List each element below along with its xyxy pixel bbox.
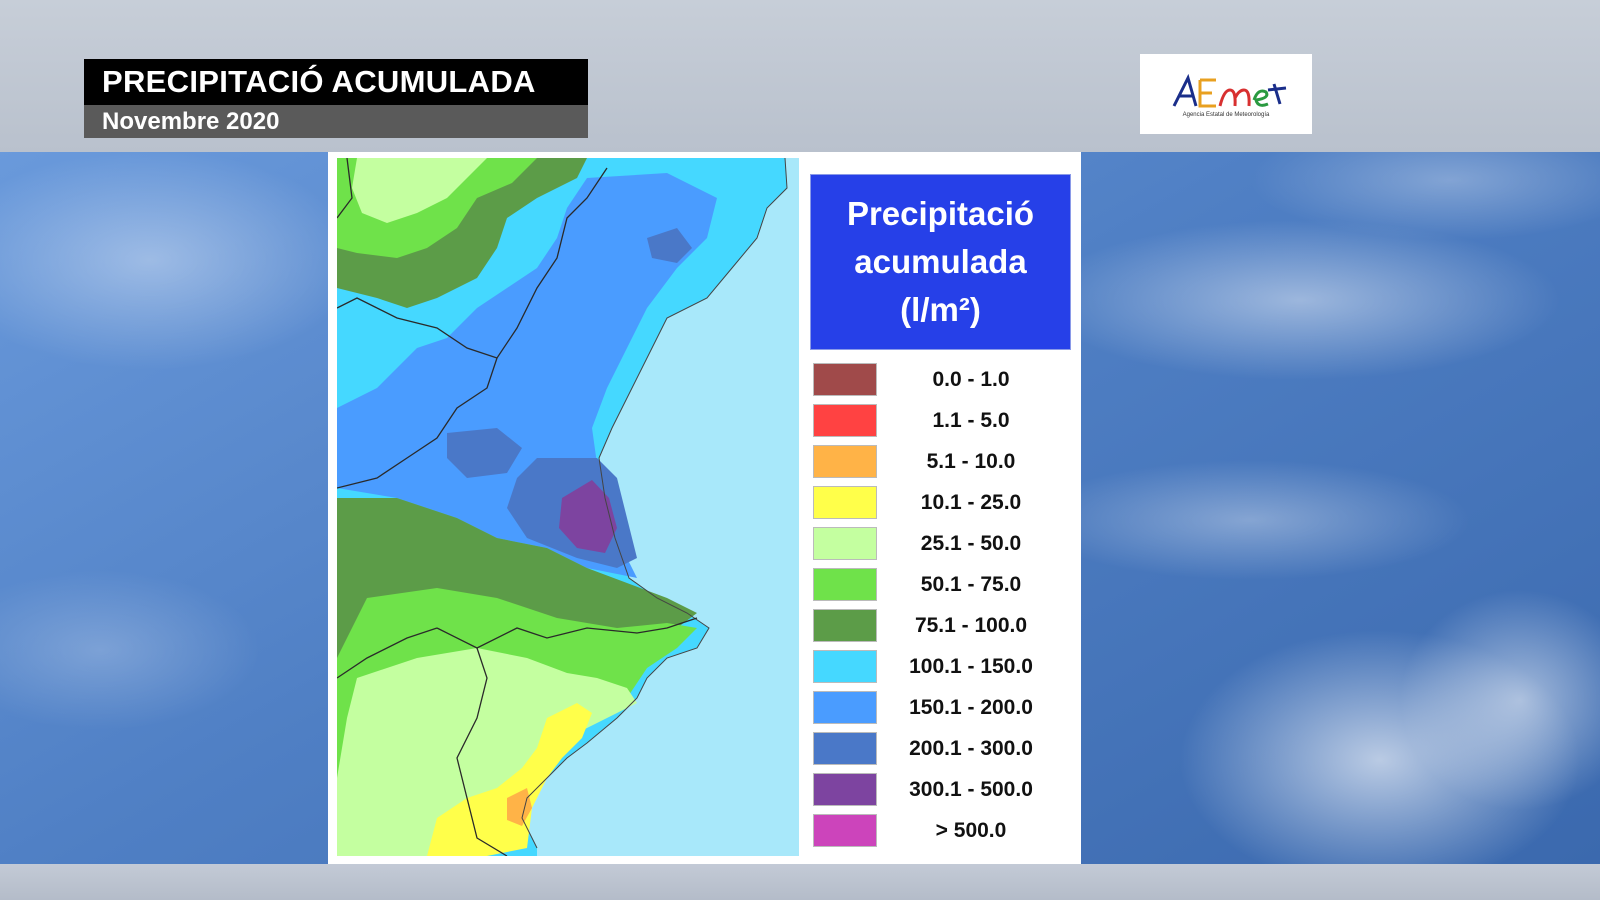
legend-swatch (813, 445, 877, 478)
legend-swatch (813, 773, 877, 806)
legend-label: 0.0 - 1.0 (932, 368, 1010, 391)
legend-label: 300.1 - 500.0 (909, 778, 1033, 801)
legend-title: Precipitació acumulada (l/m²) (810, 174, 1071, 350)
land-zone-200-300-c (647, 228, 692, 263)
legend-swatch (813, 363, 877, 396)
legend-item: > 500.0 (813, 814, 1063, 848)
legend-label: 50.1 - 75.0 (920, 573, 1022, 596)
land-zone-300-500 (559, 480, 617, 553)
legend-label: 200.1 - 300.0 (909, 737, 1033, 760)
legend-item: 10.1 - 25.0 (813, 486, 1063, 520)
legend-label: 1.1 - 5.0 (932, 409, 1010, 432)
legend-swatch (813, 404, 877, 437)
legend-label: 25.1 - 50.0 (920, 532, 1022, 555)
legend-item: 75.1 - 100.0 (813, 609, 1063, 643)
legend-item: 100.1 - 150.0 (813, 650, 1063, 684)
legend-swatch (813, 568, 877, 601)
map-title: PRECIPITACIÓ ACUMULADA (84, 59, 588, 105)
legend-swatch (813, 650, 877, 683)
legend-item: 5.1 - 10.0 (813, 445, 1063, 479)
legend-swatch (813, 691, 877, 724)
legend-item: 1.1 - 5.0 (813, 404, 1063, 438)
aemet-logo: Agencia Estatal de Meteorología (1140, 54, 1312, 134)
legend-label: 10.1 - 25.0 (920, 491, 1022, 514)
land-zone-25-50-north (352, 158, 487, 223)
land-zone-25-50-south (337, 648, 637, 856)
land-zone-150-200 (337, 173, 717, 578)
legend-label: 150.1 - 200.0 (909, 696, 1033, 719)
legend-item: 50.1 - 75.0 (813, 568, 1063, 602)
legend-item: 150.1 - 200.0 (813, 691, 1063, 725)
legend-item: 200.1 - 300.0 (813, 732, 1063, 766)
legend-label: > 500.0 (935, 819, 1007, 842)
coastline (521, 158, 788, 849)
land-zone-5-10 (507, 788, 532, 826)
legend-swatch (813, 486, 877, 519)
legend-swatch (813, 732, 877, 765)
land-zone-200-300-b (447, 428, 522, 478)
aemet-logo-mark: Agencia Estatal de Meteorología (1172, 73, 1287, 118)
legend-item: 0.0 - 1.0 (813, 363, 1063, 397)
aemet-logo-tagline: Agencia Estatal de Meteorología (1183, 112, 1270, 118)
legend-item: 25.1 - 50.0 (813, 527, 1063, 561)
legend-label: 5.1 - 10.0 (926, 450, 1016, 473)
legend-title-line-2: acumulada (854, 243, 1027, 280)
legend-label: 100.1 - 150.0 (909, 655, 1033, 678)
legend-swatch (813, 527, 877, 560)
province-borders (337, 158, 698, 856)
legend-swatch (813, 609, 877, 642)
legend-swatch (813, 814, 877, 847)
legend-label: 75.1 - 100.0 (914, 614, 1028, 637)
legend-title-line-1: Precipitació (846, 195, 1035, 232)
legend-title-line-3: (l/m²) (900, 291, 981, 328)
land-zone-10-25 (427, 703, 592, 856)
precipitation-map (337, 158, 799, 856)
legend-item: 300.1 - 500.0 (813, 773, 1063, 807)
map-subtitle: Novembre 2020 (84, 105, 588, 138)
bottom-band (0, 864, 1600, 900)
